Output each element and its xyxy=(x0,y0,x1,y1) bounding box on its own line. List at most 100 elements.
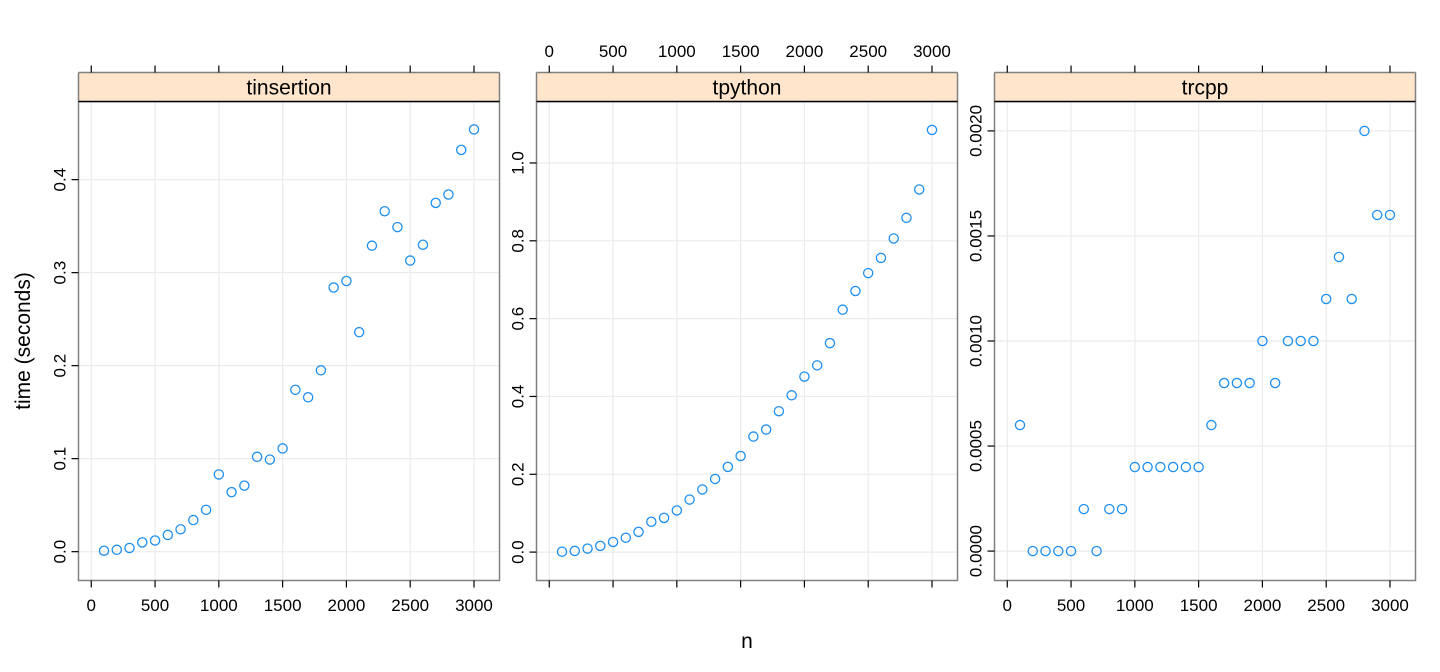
y-tick-label: 0.6 xyxy=(509,307,528,331)
y-tick-label: 0.2 xyxy=(509,462,528,486)
data-point xyxy=(290,384,301,396)
data-point xyxy=(443,189,454,200)
x-tick-label: 2500 xyxy=(849,42,887,61)
grid-lines xyxy=(994,101,1416,581)
data-point xyxy=(392,221,403,233)
data-point xyxy=(1193,461,1204,473)
data-point xyxy=(175,524,186,535)
strip-background xyxy=(78,72,500,102)
data-point xyxy=(1078,503,1090,515)
y-axis: 0.0 0.1 0.2 0.3 0.4 xyxy=(51,168,79,564)
data-point xyxy=(556,546,568,557)
data-point xyxy=(748,431,759,442)
x-tick-label: 1500 xyxy=(722,42,760,61)
x-tick-label: 500 xyxy=(599,42,627,61)
data-point xyxy=(824,337,836,349)
data-point xyxy=(1218,377,1230,389)
y-axis-title: time (seconds) xyxy=(12,272,35,410)
data-point xyxy=(1346,293,1357,305)
data-point xyxy=(569,545,581,557)
data-point xyxy=(1244,377,1255,389)
data-point xyxy=(1027,545,1039,557)
data-point xyxy=(315,365,327,376)
data-point xyxy=(850,285,861,297)
data-point xyxy=(468,124,480,135)
data-point xyxy=(188,514,199,526)
data-point xyxy=(633,526,644,538)
x-tick-label: 2000 xyxy=(327,596,365,615)
data-point xyxy=(1269,377,1281,389)
data-point xyxy=(875,252,887,264)
y-tick-label: 0.3 xyxy=(51,261,70,285)
y-tick-label: 0.4 xyxy=(51,168,70,192)
data-point xyxy=(366,240,378,251)
strip-background xyxy=(536,72,958,102)
data-point xyxy=(251,451,263,463)
data-point xyxy=(417,239,429,250)
data-point xyxy=(1333,251,1345,263)
data-point xyxy=(697,484,708,495)
x-tick-label: 2500 xyxy=(1307,596,1345,615)
panel-border xyxy=(77,100,501,582)
data-point xyxy=(1091,545,1102,557)
data-point xyxy=(149,535,161,546)
data-point xyxy=(1320,293,1332,305)
data-point xyxy=(709,473,721,485)
panel-tinsertion: tinsertion 0 500 1000 1500 2000 2500 3000 0.0 0.1… xyxy=(51,65,501,615)
data-point xyxy=(1065,545,1077,557)
strip-label-tinsertion: tinsertion xyxy=(246,77,331,100)
x-tick-label: 0 xyxy=(1003,596,1012,615)
x-tick-label: 3000 xyxy=(913,42,951,61)
data-point xyxy=(1142,461,1153,473)
data-point xyxy=(1155,461,1166,473)
data-point xyxy=(684,494,695,505)
data-point xyxy=(124,542,135,554)
data-point xyxy=(1295,335,1306,347)
data-point xyxy=(213,469,225,480)
data-point xyxy=(735,450,746,462)
data-point xyxy=(837,304,848,315)
y-tick-label: 0.0 xyxy=(51,540,70,564)
strip-label-trcpp: trcpp xyxy=(1182,77,1229,100)
strip-label-tpython: tpython xyxy=(713,77,782,100)
data-point xyxy=(671,505,683,516)
data-point xyxy=(1180,461,1192,473)
data-point xyxy=(888,233,899,244)
data-point xyxy=(341,275,352,287)
x-tick-label: 3000 xyxy=(1371,596,1409,615)
panels-layer: tinsertion 0 500 1000 1500 2000 2500 3000 0.0 0.1… xyxy=(51,42,1417,615)
data-point xyxy=(1257,335,1268,347)
data-point xyxy=(646,516,657,527)
y-tick-label: 0.2 xyxy=(51,354,70,378)
grid-lines xyxy=(78,101,500,581)
data-point xyxy=(264,454,276,465)
data-points xyxy=(98,124,480,556)
data-point xyxy=(620,532,632,543)
data-point xyxy=(137,537,148,548)
x-tick-label: 3000 xyxy=(455,596,493,615)
x-axis-title: n xyxy=(741,630,753,653)
data-point xyxy=(1040,545,1051,557)
x-tick-label: 2500 xyxy=(391,596,429,615)
x-tick-label: 1500 xyxy=(264,596,302,615)
x-axis: 0 500 1000 1500 2000 2500 3000 xyxy=(1003,65,1409,615)
x-tick-label: 1500 xyxy=(1180,596,1218,615)
strip-background xyxy=(994,72,1416,102)
data-point xyxy=(582,543,593,554)
y-tick-label: 0.0000 xyxy=(967,525,986,577)
data-point xyxy=(607,536,619,548)
data-point xyxy=(1231,377,1243,389)
data-point xyxy=(760,424,772,435)
data-point xyxy=(1308,335,1319,347)
data-point xyxy=(1384,209,1396,221)
y-tick-label: 0.0015 xyxy=(967,210,986,262)
data-points xyxy=(1014,125,1396,557)
data-point xyxy=(722,461,734,473)
data-point xyxy=(98,545,110,556)
x-tick-label: 2000 xyxy=(1243,596,1281,615)
data-points xyxy=(556,124,938,557)
x-tick-label: 2000 xyxy=(785,42,823,61)
